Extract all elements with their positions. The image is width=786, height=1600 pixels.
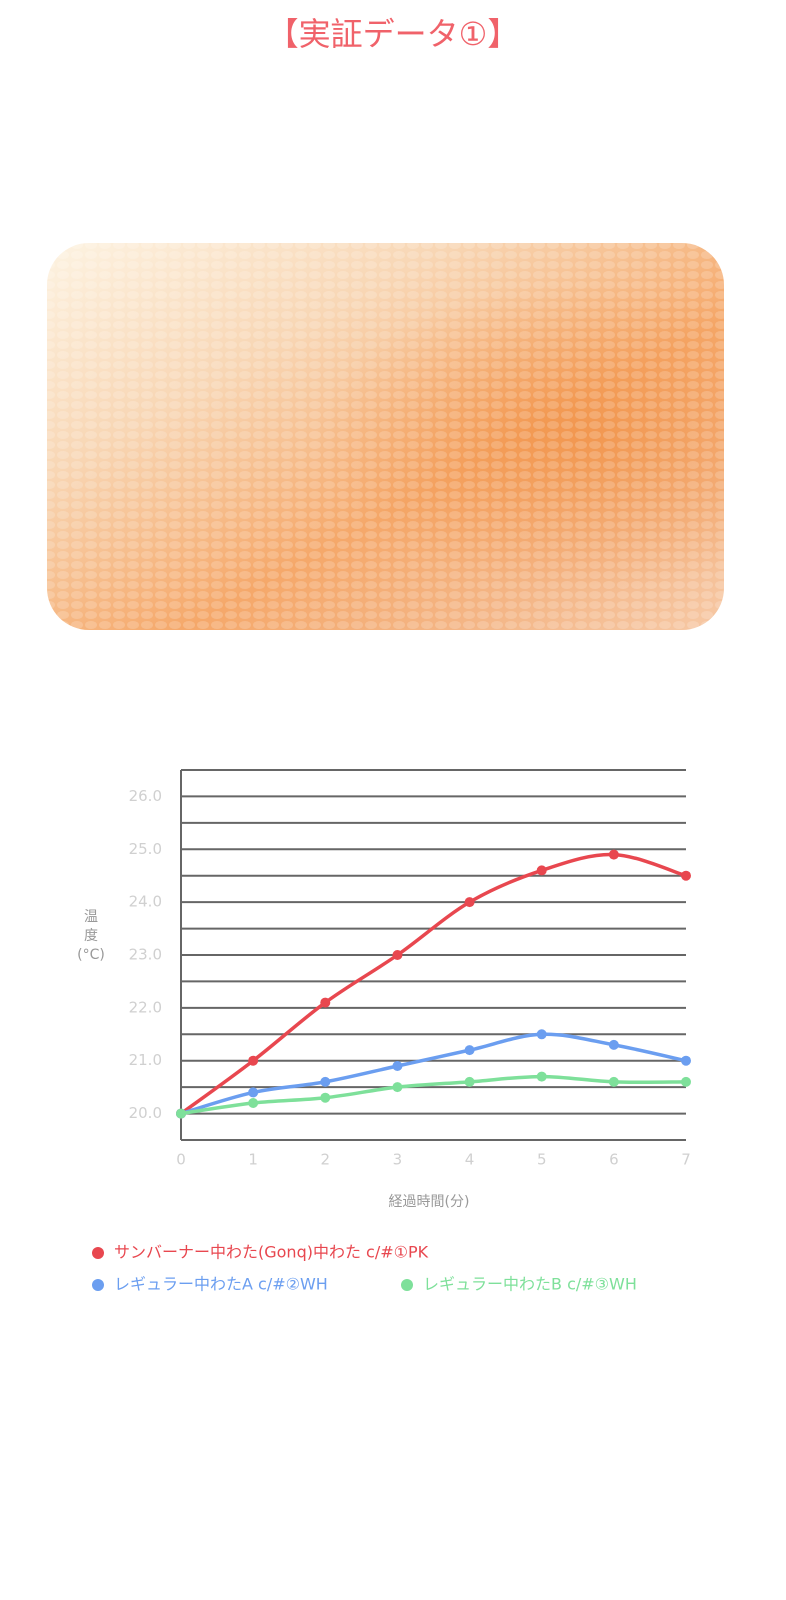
data-point <box>536 1029 547 1040</box>
data-point <box>392 950 403 960</box>
data-point <box>248 1087 259 1098</box>
x-tick-label: 7 <box>681 1151 691 1169</box>
data-point <box>464 1045 475 1056</box>
title: 【実証データ①】 <box>267 15 520 53</box>
data-point <box>681 870 691 881</box>
data-point <box>536 865 547 876</box>
data-point <box>320 1092 331 1103</box>
y-tick-label: 20.0 <box>129 1104 162 1122</box>
data-point <box>681 1055 691 1066</box>
x-axis-label: 経過時間(分) <box>389 1194 470 1210</box>
data-point <box>176 1108 186 1119</box>
data-point <box>681 1076 691 1087</box>
legend-label: レギュラー中わたA c/#②WH <box>114 1275 328 1294</box>
data-point <box>248 1098 259 1108</box>
data-point <box>608 1076 619 1087</box>
data-point <box>248 1055 259 1066</box>
y-axis-label: 度 <box>84 928 98 944</box>
photo <box>47 243 724 630</box>
series-line <box>180 1032 687 1116</box>
x-tick-label: 2 <box>321 1151 331 1169</box>
data-point <box>464 1076 475 1087</box>
x-tick-label: 4 <box>465 1151 475 1169</box>
data-point <box>608 1039 619 1050</box>
y-tick-label: 24.0 <box>129 893 162 911</box>
data-point <box>464 897 475 908</box>
y-tick-label: 23.0 <box>129 946 162 964</box>
data-point <box>320 1076 331 1087</box>
chart: 20.0 21.0 22.0 23.0 24.0 25.0 26.0 0 1 2 3 4 5 6 7 経過時間… <box>77 769 691 1294</box>
legend-label: レギュラー中わたB c/#③WH <box>423 1275 637 1294</box>
x-tick-label: 5 <box>537 1151 547 1169</box>
data-point <box>392 1082 403 1093</box>
y-tick-label: 25.0 <box>129 840 162 858</box>
legend-label: サンバーナー中わた(Gonq)中わた c/#①PK <box>114 1243 429 1262</box>
legend-marker <box>401 1279 413 1291</box>
data-point <box>320 997 331 1008</box>
y-tick-label: 21.0 <box>129 1051 162 1069</box>
data-point <box>536 1071 547 1082</box>
x-tick-label: 6 <box>609 1151 619 1169</box>
y-tick-label: 26.0 <box>129 787 162 805</box>
x-tick-label: 0 <box>176 1151 186 1169</box>
x-tick-label: 3 <box>393 1151 403 1169</box>
x-tick-label: 1 <box>248 1151 258 1169</box>
data-point <box>608 849 619 860</box>
y-axis-label: 温 <box>84 909 98 925</box>
legend-marker <box>92 1279 104 1291</box>
series-line <box>179 852 687 1115</box>
legend-marker <box>92 1247 104 1259</box>
data-point <box>392 1061 403 1071</box>
series-line <box>180 1074 687 1116</box>
y-tick-label: 22.0 <box>129 998 162 1016</box>
y-axis-label: (°C) <box>77 947 105 963</box>
